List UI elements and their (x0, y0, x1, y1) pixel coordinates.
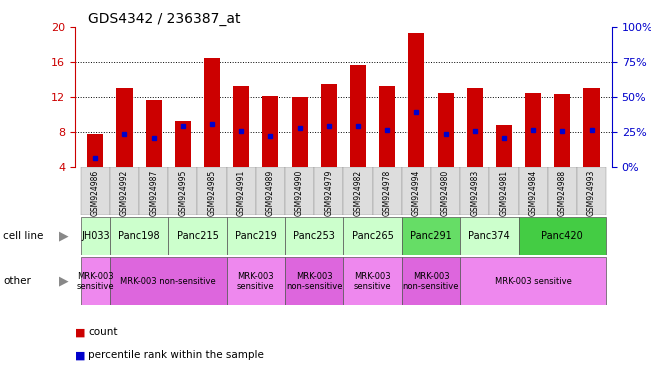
Bar (227, 257, 285, 305)
Text: GSM924982: GSM924982 (353, 169, 363, 215)
Bar (146, 101, 161, 167)
Text: other: other (3, 276, 31, 286)
Bar (262, 96, 279, 167)
Bar (350, 65, 366, 167)
Text: JH033: JH033 (81, 231, 109, 241)
Text: MRK-003
sensitive: MRK-003 sensitive (237, 271, 275, 291)
Text: Panc215: Panc215 (176, 231, 218, 241)
Text: percentile rank within the sample: percentile rank within the sample (88, 350, 264, 360)
Bar (87, 134, 104, 167)
Bar (460, 217, 519, 255)
Bar (496, 125, 512, 167)
Text: GSM924995: GSM924995 (178, 169, 187, 216)
Text: ▶: ▶ (59, 230, 68, 243)
Bar (490, 167, 519, 215)
Text: Panc291: Panc291 (410, 231, 452, 241)
Bar (460, 257, 606, 305)
Bar (547, 167, 577, 215)
Bar (344, 257, 402, 305)
Text: GSM924994: GSM924994 (412, 169, 421, 216)
Text: GSM924992: GSM924992 (120, 169, 129, 216)
Bar (81, 167, 110, 215)
Bar (402, 167, 431, 215)
Bar (110, 257, 227, 305)
Bar (379, 86, 395, 167)
Bar (519, 167, 547, 215)
Text: MRK-003
sensitive: MRK-003 sensitive (76, 271, 114, 291)
Bar (467, 88, 483, 167)
Bar (285, 217, 344, 255)
Text: GSM924991: GSM924991 (237, 169, 245, 216)
Bar (168, 167, 197, 215)
Text: GSM924981: GSM924981 (499, 169, 508, 215)
Bar (344, 167, 372, 215)
Text: GSM924987: GSM924987 (149, 169, 158, 216)
Text: GSM924993: GSM924993 (587, 169, 596, 216)
Text: Panc253: Panc253 (294, 231, 335, 241)
Bar (554, 94, 570, 167)
Bar (227, 217, 285, 255)
Bar (402, 217, 460, 255)
Bar (321, 84, 337, 167)
Bar (437, 93, 454, 167)
Bar (110, 217, 168, 255)
Bar (285, 167, 314, 215)
Bar (402, 257, 460, 305)
Text: Panc374: Panc374 (469, 231, 510, 241)
Text: Panc420: Panc420 (542, 231, 583, 241)
Bar (233, 86, 249, 167)
Text: GSM924979: GSM924979 (324, 169, 333, 216)
Bar (285, 257, 344, 305)
Text: Panc265: Panc265 (352, 231, 393, 241)
Text: GSM924990: GSM924990 (295, 169, 304, 216)
Bar (81, 257, 110, 305)
Text: GDS4342 / 236387_at: GDS4342 / 236387_at (88, 12, 240, 25)
Text: Panc198: Panc198 (118, 231, 160, 241)
Text: ■: ■ (75, 327, 85, 337)
Text: GSM924989: GSM924989 (266, 169, 275, 216)
Text: GSM924980: GSM924980 (441, 169, 450, 216)
Bar (314, 167, 344, 215)
Bar (372, 167, 402, 215)
Text: MRK-003 non-sensitive: MRK-003 non-sensitive (120, 277, 216, 286)
Bar (204, 58, 220, 167)
Bar (168, 217, 227, 255)
Bar (408, 33, 424, 167)
Bar (519, 217, 606, 255)
Bar (117, 88, 133, 167)
Bar (139, 167, 168, 215)
Text: cell line: cell line (3, 231, 44, 241)
Text: GSM924986: GSM924986 (90, 169, 100, 216)
Text: MRK-003 sensitive: MRK-003 sensitive (495, 277, 572, 286)
Bar (292, 97, 308, 167)
Bar (431, 167, 460, 215)
Text: ■: ■ (75, 350, 85, 360)
Bar (256, 167, 285, 215)
Bar (577, 167, 606, 215)
Bar (344, 217, 402, 255)
Text: MRK-003
sensitive: MRK-003 sensitive (353, 271, 391, 291)
Text: GSM924985: GSM924985 (208, 169, 217, 216)
Text: GSM924984: GSM924984 (529, 169, 538, 216)
Bar (583, 88, 600, 167)
Bar (175, 121, 191, 167)
Bar (460, 167, 490, 215)
Text: Panc219: Panc219 (235, 231, 277, 241)
Text: MRK-003
non-sensitive: MRK-003 non-sensitive (403, 271, 459, 291)
Bar (197, 167, 227, 215)
Bar (81, 217, 110, 255)
Bar (525, 93, 541, 167)
Bar (227, 167, 256, 215)
Text: count: count (88, 327, 117, 337)
Text: MRK-003
non-sensitive: MRK-003 non-sensitive (286, 271, 342, 291)
Text: GSM924983: GSM924983 (470, 169, 479, 216)
Text: GSM924988: GSM924988 (558, 169, 567, 215)
Text: ▶: ▶ (59, 275, 68, 288)
Bar (110, 167, 139, 215)
Text: GSM924978: GSM924978 (383, 169, 392, 216)
